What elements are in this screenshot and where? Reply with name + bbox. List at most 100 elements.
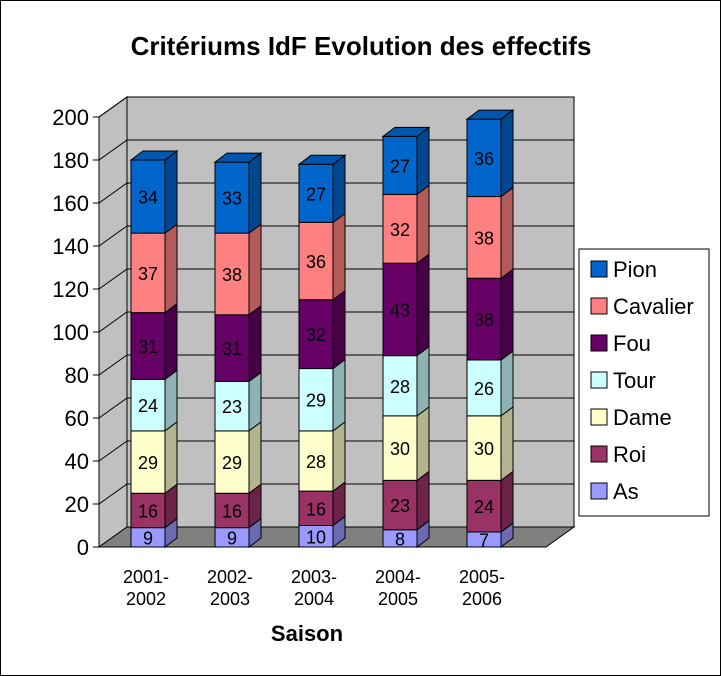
chart-title: Critériums IdF Evolution des effectifs: [131, 31, 592, 61]
bar-side: [248, 371, 262, 432]
data-label: 9: [143, 528, 153, 548]
legend-label: Cavalier: [613, 294, 694, 319]
bar-side: [332, 289, 346, 370]
y-tick-label: 140: [52, 234, 89, 259]
legend-label: Fou: [613, 331, 651, 356]
data-label: 30: [474, 439, 494, 459]
legend-swatch: [590, 408, 608, 426]
bar-top: [129, 150, 179, 161]
data-label: 29: [222, 453, 242, 473]
bar-top: [381, 126, 431, 137]
bar-segment: [466, 196, 502, 279]
bar-segment: [214, 492, 250, 529]
x-axis-title: Saison: [271, 621, 343, 646]
bar-side: [164, 420, 178, 495]
data-label: 24: [474, 497, 494, 517]
data-label: 36: [474, 149, 494, 169]
bar-side: [248, 223, 262, 316]
plot-area: 0 20 40 60 80 100 120 140 160 180 200 9 16 29 24 31 37 34…: [52, 96, 576, 609]
legend: Pion Cavalier Fou Tour Dame Roi As: [578, 248, 710, 517]
bar-segment: [298, 221, 334, 301]
y-tick-label: 20: [65, 492, 89, 517]
data-label: 24: [138, 396, 158, 416]
legend-swatch: [590, 260, 608, 278]
bar-side: [416, 126, 430, 196]
bar-top: [297, 154, 347, 165]
bar-side: [416, 470, 430, 531]
bar-side: [500, 268, 514, 361]
data-label: 23: [390, 496, 410, 516]
x-tick-label: 2004: [294, 589, 334, 609]
y-tick-label: 40: [65, 449, 89, 474]
data-label: 32: [390, 220, 410, 240]
legend-label: Pion: [613, 257, 657, 282]
legend-label: Tour: [613, 368, 656, 393]
x-tick-label: 2002: [126, 589, 166, 609]
data-label: 43: [390, 300, 410, 320]
legend-swatch: [590, 371, 608, 389]
bar-segment: [214, 232, 250, 316]
x-tick-label: 2003-: [291, 567, 337, 587]
bar-side: [332, 154, 346, 224]
bar-segment: [130, 492, 166, 529]
bar-segment: [466, 277, 502, 361]
data-label: 9: [227, 528, 237, 548]
data-label: 8: [395, 529, 405, 549]
data-label: 27: [390, 156, 410, 176]
data-label: 31: [138, 337, 158, 357]
data-label: 28: [306, 452, 326, 472]
bar-side: [248, 152, 262, 235]
data-label: 31: [222, 339, 242, 359]
bar-side: [164, 302, 178, 381]
x-tick-label: 2005: [378, 589, 418, 609]
bar-segment: [382, 193, 418, 264]
bar-side: [164, 150, 178, 235]
bar-side: [500, 109, 514, 198]
data-label: 29: [138, 453, 158, 473]
x-tick-label: 2006: [462, 589, 502, 609]
bar-segment: [130, 159, 166, 234]
bar-side: [500, 349, 514, 417]
bar-side: [332, 212, 346, 301]
x-tick-label: 2003: [210, 589, 250, 609]
legend-swatch: [590, 482, 608, 500]
gridline: [98, 96, 574, 118]
bar-side: [500, 405, 514, 482]
bar-segment: [466, 359, 502, 417]
data-label: 23: [222, 397, 242, 417]
y-tick-label: 0: [77, 535, 89, 560]
data-label: 16: [306, 499, 326, 519]
bar-top: [465, 109, 515, 120]
data-label: 37: [138, 264, 158, 284]
x-tick-label: 2005-: [459, 567, 505, 587]
data-label: 7: [479, 530, 489, 550]
data-label: 28: [390, 377, 410, 397]
data-label: 10: [306, 527, 326, 547]
data-label: 32: [306, 325, 326, 345]
data-label: 30: [390, 439, 410, 459]
bar-side: [500, 186, 514, 280]
bar-segment: [130, 312, 166, 380]
data-label: 38: [474, 310, 494, 330]
bar-segment: [130, 430, 166, 494]
data-label: 29: [306, 391, 326, 411]
data-label: 38: [222, 265, 242, 285]
data-label: 16: [138, 501, 158, 521]
x-tick-label: 2004-: [375, 567, 421, 587]
bar-top: [213, 152, 263, 163]
y-tick-label: 80: [65, 363, 89, 388]
legend-label: Dame: [613, 405, 672, 430]
bar-side: [248, 420, 262, 495]
y-tick-label: 100: [52, 320, 89, 345]
bar-segment: [130, 232, 166, 314]
y-tick-label: 120: [52, 277, 89, 302]
legend-label: As: [613, 479, 639, 504]
legend-swatch: [590, 445, 608, 463]
bar-side: [416, 345, 430, 417]
bar-side: [416, 253, 430, 357]
x-tick-label: 2002-: [207, 567, 253, 587]
legend-swatch: [590, 297, 608, 315]
bar-side: [332, 420, 346, 493]
